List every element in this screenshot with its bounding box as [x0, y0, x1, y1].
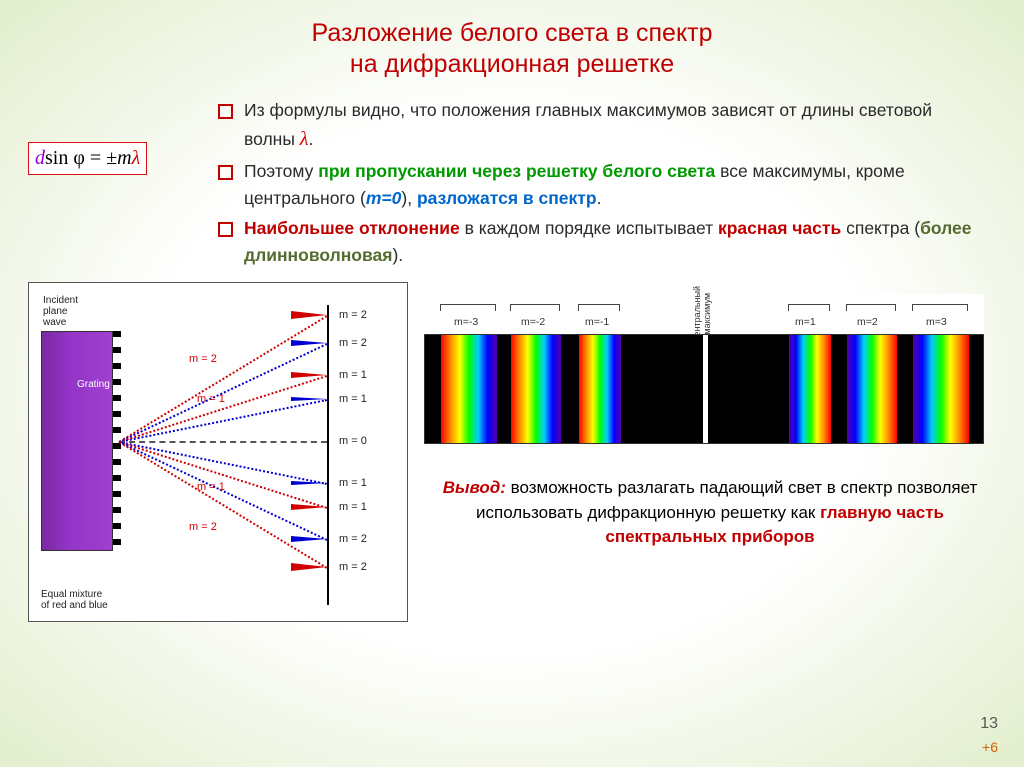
order-label: m = 1: [339, 393, 367, 405]
title-line-2: на дифракционная решетке: [350, 50, 674, 78]
slide-content: Разложение белого света в спектр на дифр…: [0, 0, 1024, 767]
title-line-1: Разложение белого света в спектр: [311, 19, 712, 47]
formula-eq: = ±: [85, 147, 117, 169]
formula-d: d: [35, 147, 45, 169]
spectrum-order-label: m=-3: [454, 316, 478, 328]
order-label: m = 1: [339, 501, 367, 513]
formula-sin: sin: [45, 147, 68, 169]
order-label: m = 2: [339, 533, 367, 545]
order-label: m = 1: [339, 369, 367, 381]
bullet-1: Из формулы видно, что положения главных …: [218, 97, 974, 155]
diffraction-peak-marker: [291, 397, 327, 401]
mixture-label: Equal mixture of red and blue: [41, 589, 113, 611]
order-brace: [440, 304, 496, 310]
grating-rays-diagram: Incident plane wave Grating Equal mixtur…: [28, 282, 408, 622]
ray-inline-label: m = 2: [189, 521, 217, 533]
spectrum-order-label: m=2: [857, 316, 878, 328]
order-brace: [788, 304, 830, 310]
diagrams-row: Incident plane wave Grating Equal mixtur…: [28, 282, 996, 622]
diffraction-peak-marker: [291, 372, 327, 378]
diffraction-ray: [119, 375, 328, 443]
bullet-3: Наибольшее отклонение в каждом порядке и…: [218, 215, 974, 269]
order-brace: [510, 304, 560, 310]
central-maximum-line: [703, 335, 708, 443]
incident-wave-label: Incident plane wave: [43, 295, 93, 328]
order-brace: [578, 304, 620, 310]
spectrum-bar: [424, 334, 984, 444]
grating-label: Grating: [77, 379, 110, 390]
ray-inline-label: m = 1: [197, 393, 225, 405]
right-column: центральный максимум m=-3m=-2m=-1m=1m=2m…: [424, 282, 996, 622]
order-label: m = 2: [339, 309, 367, 321]
diffraction-ray: [118, 315, 327, 443]
bullet-2: Поэтому при пропускании через решетку бе…: [218, 158, 974, 212]
order-label: m = 1: [339, 477, 367, 489]
screen-line: [327, 305, 329, 605]
spectrum-order: [789, 335, 831, 443]
diffraction-peak-marker: [291, 536, 327, 542]
spectrum-order-labels: центральный максимум m=-3m=-2m=-1m=1m=2m…: [424, 294, 984, 334]
plus-six-badge: +6: [982, 739, 998, 755]
diffraction-ray: [119, 441, 327, 485]
order-brace: [912, 304, 968, 310]
ray-inline-label: m = 1: [197, 481, 225, 493]
slide-title: Разложение белого света в спектр на дифр…: [28, 18, 996, 81]
diffraction-peak-marker: [291, 340, 327, 346]
spectrum-order: [511, 335, 561, 443]
page-number: 13: [980, 715, 998, 733]
spectrum-order-label: m=-1: [585, 316, 609, 328]
spectrum-order: [847, 335, 897, 443]
grating-body: [41, 331, 113, 551]
diffraction-peak-marker: [291, 481, 327, 485]
conclusion-text: Вывод: возможность разлагать падающий св…: [424, 476, 996, 550]
formula-phi: φ: [73, 147, 85, 169]
diffraction-peak-marker: [291, 504, 327, 510]
spectrum-order: [441, 335, 497, 443]
order-label: m = 0: [339, 435, 367, 447]
diffraction-ray: [119, 441, 327, 443]
ray-inline-label: m = 2: [189, 353, 217, 365]
diffraction-ray: [119, 441, 328, 509]
spectrum-order-label: m=3: [926, 316, 947, 328]
spectrum-order: [579, 335, 621, 443]
diffraction-peak-marker: [291, 563, 327, 571]
conclusion-lead: Вывод:: [443, 478, 506, 497]
spectrum-order-label: m=1: [795, 316, 816, 328]
bullet-list: Из формулы видно, что положения главных …: [218, 97, 996, 273]
spectrum-order-label: m=-2: [521, 316, 545, 328]
order-label: m = 2: [339, 337, 367, 349]
formula-column: dsin φ = ±mλ: [28, 97, 218, 273]
formula-m: m: [117, 147, 131, 169]
diffraction-peak-marker: [291, 311, 327, 319]
formula-lambda: λ: [132, 147, 141, 169]
order-brace: [846, 304, 896, 310]
spectrum-figure: центральный максимум m=-3m=-2m=-1m=1m=2m…: [424, 294, 984, 444]
grating-equation: dsin φ = ±mλ: [28, 142, 147, 175]
spectrum-order: [913, 335, 969, 443]
order-label: m = 2: [339, 561, 367, 573]
top-content-row: dsin φ = ±mλ Из формулы видно, что полож…: [28, 97, 996, 273]
